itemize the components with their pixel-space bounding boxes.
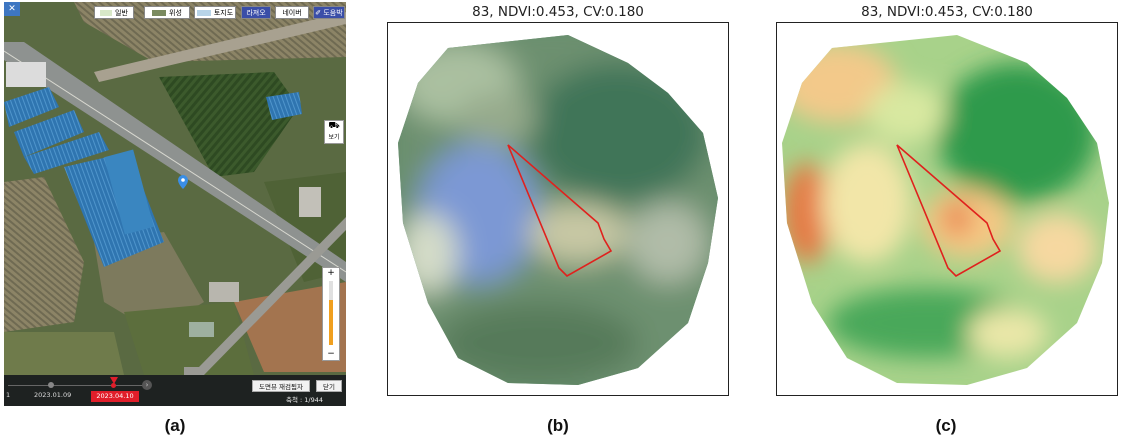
layer-landuse-icon [196,10,211,16]
timeline-track[interactable] [8,385,148,386]
timeline-start: 1 [6,391,11,399]
history-button[interactable]: 도면뷰 재검됨자 [252,380,310,392]
zoom-control[interactable]: + − [322,267,340,361]
satellite-map[interactable] [4,2,346,406]
rgb-image [398,35,718,385]
timeline-date-prev[interactable]: 2023.01.09 [34,391,72,399]
layer-normal-icon [100,10,113,16]
naver-button[interactable]: 네이버 [275,6,309,19]
zoom-out-button[interactable]: − [327,349,335,359]
map-panel[interactable]: ✕ 일반 위성 토지도 라져오 네이버 ✐ 도움박 ⛟ 보기 + − › 1 2… [4,2,346,406]
caption-b: (b) [547,416,569,435]
layer-landuse-button[interactable]: 토지도 [194,6,236,19]
rgb-image-frame [387,22,729,396]
timeline-date-selected[interactable]: 2023.04.10 [91,391,139,402]
zoom-slider[interactable] [329,281,333,345]
layer-satellite-icon [152,10,167,16]
timeline-dot-prev[interactable] [48,382,54,388]
timeline-dot-selected[interactable] [111,383,116,388]
layer-normal-button[interactable]: 일반 [94,6,134,19]
zoom-in-button[interactable]: + [327,268,335,278]
ndvi-image [782,35,1109,385]
panel-c-title: 83, NDVI:0.453, CV:0.180 [861,4,1033,20]
layer-satellite-button[interactable]: 위성 [144,6,190,19]
zoom-level-fill [329,300,333,345]
streetview-button[interactable]: ⛟ 보기 [324,120,344,144]
timeline-marker-icon[interactable] [110,377,118,384]
timeline-next-icon[interactable]: › [142,380,152,390]
radio-button[interactable]: 라져오 [241,6,271,19]
caption-a: (a) [164,416,186,435]
scale-text: 축척 : 1/944 [286,396,324,404]
timeline-bar: › 1 2023.01.09 2023.04.10 도면뷰 재검됨자 닫기 축척… [4,375,346,406]
menu-icon[interactable]: ✕ [4,2,20,16]
ndvi-image-frame [776,22,1118,396]
car-icon: ⛟ [328,121,340,131]
location-pin-icon [178,175,188,189]
parcel-outline-c [896,144,1002,277]
draw-help-button[interactable]: ✐ 도움박 [313,6,345,19]
caption-c: (c) [935,416,957,435]
parcel-outline-b [507,144,613,277]
close-button[interactable]: 닫기 [316,380,342,392]
panel-b-title: 83, NDVI:0.453, CV:0.180 [472,4,644,20]
